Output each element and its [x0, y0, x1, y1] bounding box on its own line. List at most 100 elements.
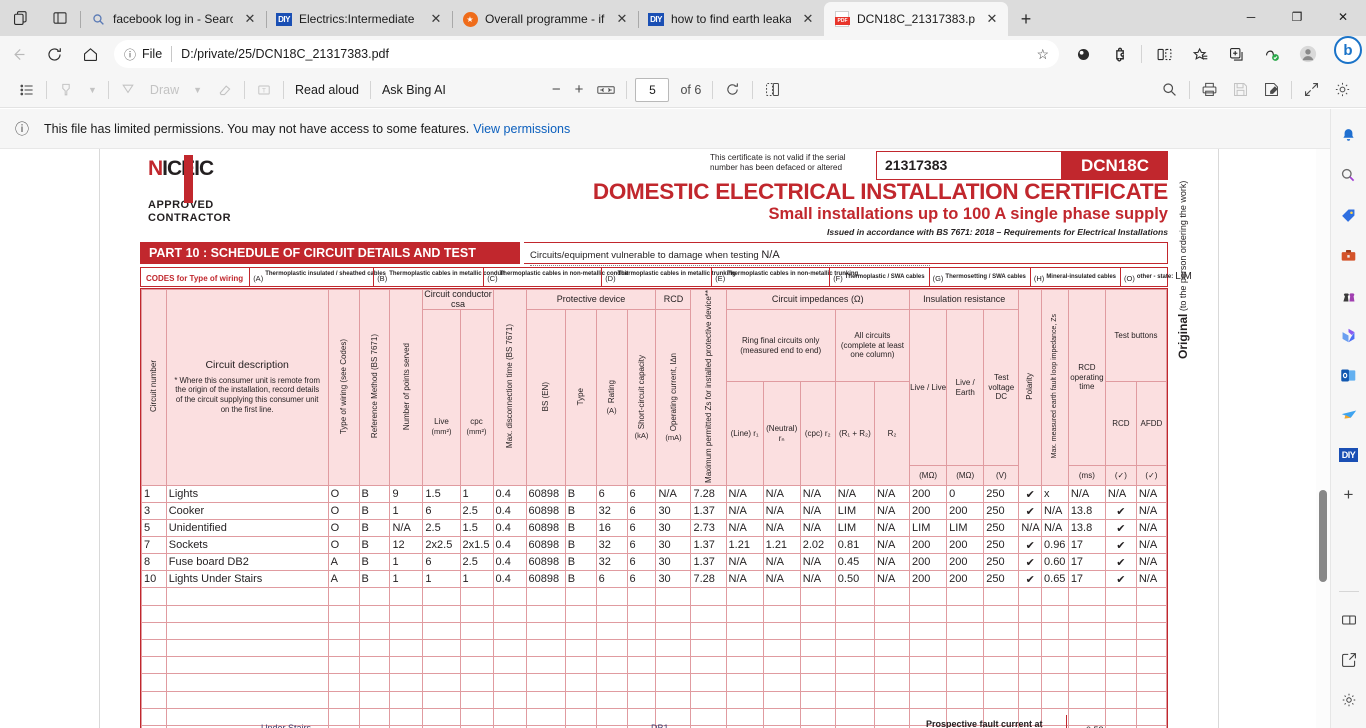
- paper-plane-icon[interactable]: [1334, 395, 1364, 435]
- new-tab-button[interactable]: +: [1020, 8, 1032, 29]
- cell-empty: [1104, 639, 1137, 658]
- wiring-code-F: (F) Thermoplastic / SWA cables: [829, 268, 928, 286]
- zoom-out-button[interactable]: −: [551, 81, 561, 98]
- open-external-icon[interactable]: [1334, 640, 1364, 680]
- cell-empty: [564, 639, 597, 658]
- back-icon[interactable]: [0, 39, 36, 69]
- search-in-document-icon[interactable]: [1154, 77, 1185, 103]
- save-icon[interactable]: [1225, 77, 1256, 103]
- bing-chat-button[interactable]: b: [1334, 36, 1362, 64]
- cell-rating: 16: [595, 519, 628, 538]
- cell-r2b: N/A: [873, 553, 911, 572]
- split-screen-icon[interactable]: [1146, 39, 1182, 69]
- view-permissions-link[interactable]: View permissions: [473, 121, 571, 136]
- th-measured-zs: Max. measured earth fault loop impedance…: [1041, 288, 1069, 487]
- cell-rn: N/A: [762, 485, 801, 504]
- rotate-icon[interactable]: [717, 77, 748, 103]
- table-of-contents-icon[interactable]: [12, 77, 42, 103]
- outlook-icon[interactable]: [1334, 355, 1364, 395]
- page-number-input[interactable]: 5: [635, 77, 670, 102]
- close-window-button[interactable]: ✕: [1337, 10, 1349, 24]
- draw-pen-icon[interactable]: [113, 77, 143, 103]
- highlighter-chevron-down-icon[interactable]: ▼: [88, 84, 97, 95]
- settings-icon[interactable]: [1334, 680, 1364, 720]
- cell-empty: [909, 621, 948, 641]
- tab-close-icon[interactable]: ✕: [802, 11, 814, 26]
- highlighter-icon[interactable]: [51, 77, 81, 103]
- cell-wiring: O: [327, 519, 360, 538]
- copilot-search-icon[interactable]: [1065, 39, 1101, 69]
- cell-empty: [358, 621, 391, 641]
- footer-middle-text: DB1: [651, 723, 669, 728]
- fit-to-width-icon[interactable]: [590, 77, 622, 103]
- vertical-scrollbar[interactable]: [1316, 149, 1330, 728]
- page-view-icon[interactable]: [757, 77, 788, 103]
- cell-wiring: O: [327, 502, 360, 521]
- browser-tab-3[interactable]: DIY how to find earth leakage in ✕: [638, 2, 824, 36]
- cell-empty: [525, 673, 566, 692]
- cell-zsmax: 2.73: [690, 519, 727, 538]
- cell-empty: [946, 673, 985, 692]
- draw-chevron-down-icon[interactable]: ▼: [193, 84, 203, 95]
- tab-close-icon[interactable]: ✕: [430, 11, 442, 26]
- edge-sidebar: DIY +: [1330, 109, 1366, 728]
- bell-icon[interactable]: [1334, 115, 1364, 155]
- cell-ll: 200: [909, 570, 948, 589]
- browser-essentials-icon[interactable]: [1254, 39, 1290, 69]
- add-icon[interactable]: +: [1343, 485, 1354, 504]
- cell-rn: N/A: [762, 502, 801, 521]
- browser-tab-0[interactable]: facebook log in - Search ✕: [80, 2, 266, 36]
- browser-tab-1[interactable]: DIY Electrics:Intermediate ✕: [266, 2, 452, 36]
- tab-actions-icon[interactable]: [0, 0, 40, 36]
- reload-icon[interactable]: [36, 39, 72, 69]
- cell-empty: [1018, 673, 1043, 692]
- print-icon[interactable]: [1194, 77, 1225, 103]
- th-unit-tick-afdd: (✓): [1135, 465, 1168, 487]
- zoom-in-button[interactable]: +: [574, 81, 584, 98]
- scrollbar-thumb[interactable]: [1319, 490, 1327, 582]
- circuit-schedule-table-wrapper: Circuit number Circuit description * Whe…: [140, 288, 1168, 728]
- browser-tab-2[interactable]: ★ Overall programme - ifm ✕: [452, 2, 638, 36]
- cell-empty: [655, 587, 692, 606]
- tab-close-icon[interactable]: ✕: [616, 11, 628, 26]
- cell-empty: [165, 587, 329, 606]
- tag-icon[interactable]: [1334, 195, 1364, 235]
- office-icon[interactable]: [1334, 315, 1364, 355]
- text-annotation-icon[interactable]: T: [249, 77, 279, 103]
- search-icon[interactable]: [1334, 155, 1364, 195]
- chess-icon[interactable]: [1334, 275, 1364, 315]
- maximize-button[interactable]: ❐: [1291, 10, 1303, 24]
- briefcase-icon[interactable]: [1334, 235, 1364, 275]
- split-screen-icon[interactable]: [1334, 600, 1364, 640]
- wiring-code-O-value: LIM: [1175, 271, 1192, 282]
- cell-empty: [358, 673, 391, 692]
- profile-avatar[interactable]: [1290, 39, 1326, 69]
- favorite-star-icon[interactable]: ☆: [1036, 45, 1049, 62]
- tab-close-icon[interactable]: ✕: [244, 11, 256, 26]
- browser-tab-label: how to find earth leakage in: [671, 12, 791, 26]
- minimize-button[interactable]: ─: [1246, 10, 1256, 24]
- tab-sidebar-icon[interactable]: [40, 0, 80, 36]
- diy-icon: DIY: [648, 11, 664, 27]
- extensions-icon[interactable]: [1101, 39, 1137, 69]
- favorites-icon[interactable]: [1182, 39, 1218, 69]
- cell-empty: [141, 656, 167, 675]
- diy-icon[interactable]: DIY: [1334, 435, 1364, 475]
- read-aloud-button[interactable]: Read aloud: [295, 82, 359, 97]
- draw-button[interactable]: Draw: [149, 82, 180, 97]
- save-as-icon[interactable]: [1256, 77, 1287, 103]
- address-bar[interactable]: ⓘ File D:/private/25/DCN18C_21317383.pdf…: [114, 40, 1059, 68]
- browser-tab-4-active[interactable]: DCN18C_21317383.pdf ✕: [824, 2, 1008, 36]
- eraser-icon[interactable]: [209, 77, 240, 103]
- browser-tab-label: DCN18C_21317383.pdf: [857, 12, 975, 26]
- pdf-settings-gear-icon[interactable]: [1327, 77, 1358, 103]
- cell-live: 2x2.5: [422, 536, 461, 555]
- address-url-text[interactable]: D:/private/25/DCN18C_21317383.pdf: [181, 47, 389, 61]
- home-icon[interactable]: [72, 39, 108, 69]
- tab-close-icon[interactable]: ✕: [986, 11, 998, 26]
- fullscreen-icon[interactable]: [1296, 77, 1327, 103]
- ask-bing-ai-button[interactable]: Ask Bing AI: [381, 82, 446, 97]
- cell-empty: [834, 690, 875, 709]
- collections-icon[interactable]: [1218, 39, 1254, 69]
- cell-empty: [946, 656, 985, 675]
